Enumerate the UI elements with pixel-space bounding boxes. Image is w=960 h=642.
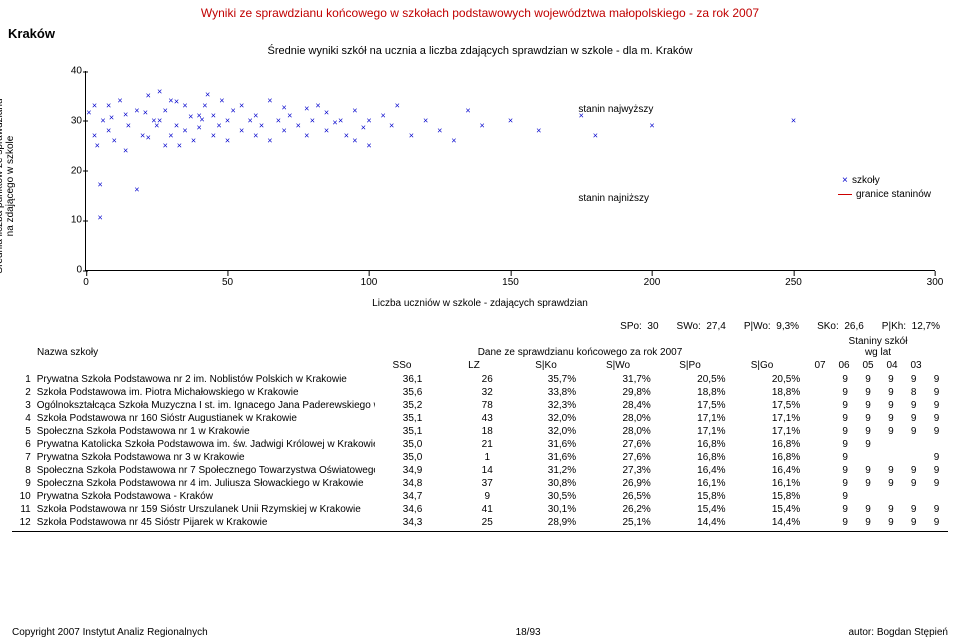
schools-table: 1Prywatna Szkoła Podstawowa nr 2 im. Nob… (12, 373, 948, 529)
sub-header: Nazwa szkoły Dane ze sprawdzianu końcowe… (12, 336, 948, 358)
table-row: 6Prywatna Katolicka Szkoła Podstawowa im… (12, 438, 948, 451)
footer: Copyright 2007 Instytut Analiz Regionaln… (0, 627, 960, 638)
plot-area: stanin najwyższy stanin najniższy ×szkoł… (85, 71, 935, 271)
col-right: Staniny szkół wg lat (808, 336, 948, 358)
x-axis-label: Liczba uczniów w szkole - zdających spra… (15, 298, 945, 309)
table-row: 4Szkoła Podstawowa nr 160 Sióstr Augusti… (12, 412, 948, 425)
legend-stanins: granice staninów (856, 189, 931, 200)
column-header-row: SSoLZS|KoS|WoS|PoS|Go0706050403 (12, 360, 948, 371)
footer-left: Copyright 2007 Instytut Analiz Regionaln… (12, 627, 208, 638)
chart-legend: ×szkoły granice staninów (838, 174, 931, 202)
footer-right: autor: Bogdan Stępień (848, 627, 948, 638)
stanin-low-label: stanin najniższy (578, 193, 649, 204)
table-row: 1Prywatna Szkoła Podstawowa nr 2 im. Nob… (12, 373, 948, 386)
table-row: 12Szkoła Podstawowa nr 45 Sióstr Pijarek… (12, 516, 948, 529)
summary-row: SPo: 30 SWo: 27,4 P|Wo: 9,3% SKo: 26,6 P… (20, 321, 940, 332)
footer-center: 18/93 (516, 627, 541, 638)
footer-separator (12, 531, 948, 532)
table-row: 9Społeczna Szkoła Podstawowa nr 4 im. Ju… (12, 477, 948, 490)
report-title: Wyniki ze sprawdzianu końcowego w szkoła… (0, 0, 960, 22)
legend-schools: szkoły (852, 175, 880, 186)
scatter-chart: Średnia liczba punktów ze sprawdzianuna … (15, 61, 945, 311)
y-axis-label: Średnia liczba punktów ze sprawdzianuna … (0, 66, 16, 306)
stanin-high-label: stanin najwyższy (578, 104, 653, 115)
region-label: Kraków (0, 26, 960, 41)
table-row: 10Prywatna Szkoła Podstawowa - Kraków34,… (12, 490, 948, 503)
table-row: 5Społeczna Szkoła Podstawowa nr 1 w Krak… (12, 425, 948, 438)
col-center: Dane ze sprawdzianu końcowego za rok 200… (352, 347, 808, 358)
table-row: 11Szkoła Podstawowa nr 159 Sióstr Urszul… (12, 503, 948, 516)
table-row: 8Społeczna Szkoła Podstawowa nr 7 Społec… (12, 464, 948, 477)
col-nazwa: Nazwa szkoły (12, 347, 352, 358)
chart-title: Średnie wyniki szkół na ucznia a liczba … (0, 45, 960, 57)
table-row: 3Ogólnokształcąca Szkoła Muzyczna I st. … (12, 399, 948, 412)
table-row: 7Prywatna Szkoła Podstawowa nr 3 w Krako… (12, 451, 948, 464)
table-row: 2Szkoła Podstawowa im. Piotra Michałowsk… (12, 386, 948, 399)
